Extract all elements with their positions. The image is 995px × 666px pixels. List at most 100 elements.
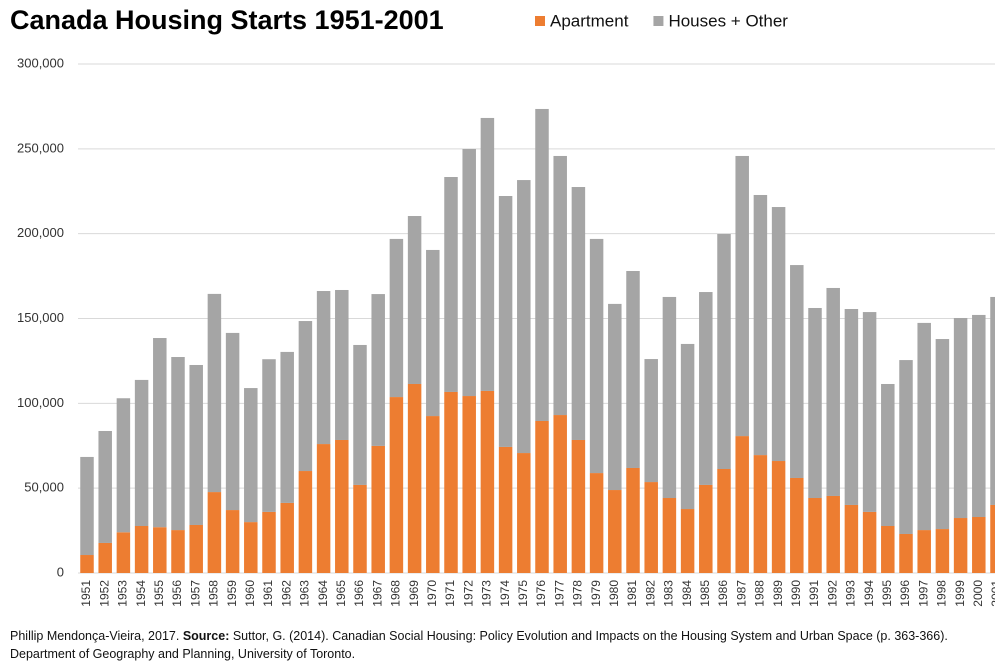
x-tick-label: 1978 (571, 580, 585, 607)
y-tick-label: 150,000 (17, 310, 64, 325)
x-tick-label: 1966 (352, 580, 366, 607)
bar-segment (280, 502, 294, 573)
bar-segment (426, 249, 440, 417)
x-tick-label: 1988 (753, 580, 767, 607)
bar-segment (953, 518, 968, 573)
chart-title: Canada Housing Starts 1951-2001 (10, 5, 444, 35)
y-tick-label: 250,000 (17, 140, 64, 155)
y-tick-label: 50,000 (24, 480, 64, 495)
bar-segment (917, 530, 931, 573)
bar-segment (717, 234, 731, 469)
bar-segment (389, 238, 404, 398)
bar-segment (98, 430, 112, 543)
bar-segment (407, 216, 422, 384)
x-tick-label: 1989 (771, 580, 785, 607)
bar-segment (335, 289, 349, 440)
x-tick-label: 1982 (643, 580, 657, 607)
bar-segment (990, 504, 995, 573)
bar-segment (935, 339, 950, 530)
bar-segment (389, 397, 404, 573)
bar-segment (517, 453, 531, 573)
x-tick-label: 1985 (698, 580, 712, 607)
bar-segment (862, 511, 877, 573)
x-tick-label: 1999 (953, 580, 967, 607)
bar-segment (426, 416, 440, 573)
legend-label: Houses + Other (668, 11, 788, 30)
x-tick-label: 1957 (188, 580, 202, 607)
footer-author: Phillip Mendonça-Vieira, 2017. (10, 629, 180, 643)
bar-segment (225, 510, 240, 573)
x-tick-label: 2001 (989, 580, 995, 607)
bar-segment (407, 383, 422, 573)
bar-segment (826, 287, 840, 496)
bar-segment (462, 396, 476, 573)
footer-source: Suttor, G. (2014). Canadian Social Housi… (10, 629, 948, 661)
legend-swatch (535, 16, 545, 26)
bar-segment (753, 194, 768, 456)
footer-source-label: Source: (182, 629, 230, 643)
bar-segment (662, 498, 677, 573)
bar-segment (644, 482, 658, 573)
x-tick-label: 1993 (844, 580, 858, 607)
bar-segment (808, 307, 822, 499)
bar-segment (134, 526, 149, 573)
bar-segment (153, 338, 167, 528)
bar-segment (462, 149, 476, 397)
bar-segment (480, 117, 495, 391)
x-tick-label: 1992 (825, 580, 839, 607)
x-tick-label: 1964 (316, 580, 330, 607)
x-tick-label: 1951 (79, 580, 93, 607)
bar-segment (316, 444, 331, 573)
bar-segment (972, 517, 986, 573)
bar-segment (535, 108, 549, 421)
x-tick-label: 1967 (370, 580, 384, 607)
bar-segment (80, 456, 94, 556)
bar-segment (262, 359, 276, 512)
x-tick-label: 1952 (97, 580, 111, 607)
bar-segment (644, 359, 658, 483)
x-tick-label: 1987 (734, 580, 748, 607)
x-tick-label: 1959 (225, 580, 239, 607)
bar-segment (189, 524, 203, 573)
x-tick-label: 1990 (789, 580, 803, 607)
bar-segment (353, 484, 367, 573)
bar-segment (771, 461, 786, 573)
x-tick-label: 1971 (443, 580, 457, 607)
bar-segment (444, 391, 458, 573)
bar-segment (116, 398, 131, 533)
bar-segment (589, 473, 604, 573)
x-tick-label: 1981 (625, 580, 639, 607)
bar-segment (790, 477, 804, 573)
bar-segment (680, 509, 695, 573)
bar-segment (517, 180, 531, 454)
x-tick-label: 1961 (261, 580, 275, 607)
bar-segment (699, 484, 713, 573)
y-tick-label: 100,000 (17, 395, 64, 410)
x-tick-label: 1972 (461, 580, 475, 607)
x-tick-label: 1965 (334, 580, 348, 607)
bar-segment (990, 296, 995, 505)
bar-segment (244, 522, 258, 573)
bar-segment (171, 530, 185, 573)
bar-segment (371, 294, 385, 446)
x-tick-label: 1997 (916, 580, 930, 607)
bar-segment (207, 492, 222, 573)
x-tick-label: 1986 (716, 580, 730, 607)
x-tick-label: 1973 (480, 580, 494, 607)
footer: Phillip Mendonça-Vieira, 2017. Source: S… (10, 627, 985, 663)
bar-segment (498, 446, 513, 573)
x-tick-label: 1963 (298, 580, 312, 607)
bar-segment (862, 312, 877, 512)
x-tick-label: 1970 (425, 580, 439, 607)
chart: Canada Housing Starts 1951-2001 0 50,000 1… (10, 5, 995, 607)
bar-segment (298, 471, 313, 573)
bar-segment (735, 436, 749, 573)
bar-segment (171, 357, 185, 531)
bar-segment (826, 495, 840, 573)
bar-segment (626, 270, 640, 468)
bar-segment (225, 332, 240, 511)
bar-segment (626, 467, 640, 573)
y-tick-label: 200,000 (17, 225, 64, 240)
bar-segment (808, 498, 822, 573)
bar-segment (571, 187, 586, 440)
